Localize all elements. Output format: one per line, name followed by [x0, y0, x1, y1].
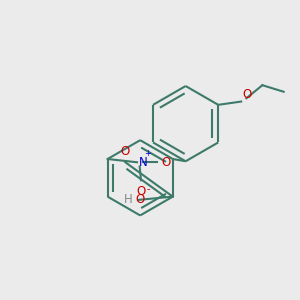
Text: O: O [121, 145, 130, 158]
Text: O: O [161, 156, 170, 169]
Text: +: + [145, 149, 152, 158]
Text: O: O [242, 88, 251, 100]
Text: O: O [136, 185, 146, 198]
Text: N: N [139, 156, 147, 169]
Text: -: - [147, 184, 150, 194]
Text: H: H [124, 194, 132, 206]
Text: O: O [136, 194, 145, 206]
